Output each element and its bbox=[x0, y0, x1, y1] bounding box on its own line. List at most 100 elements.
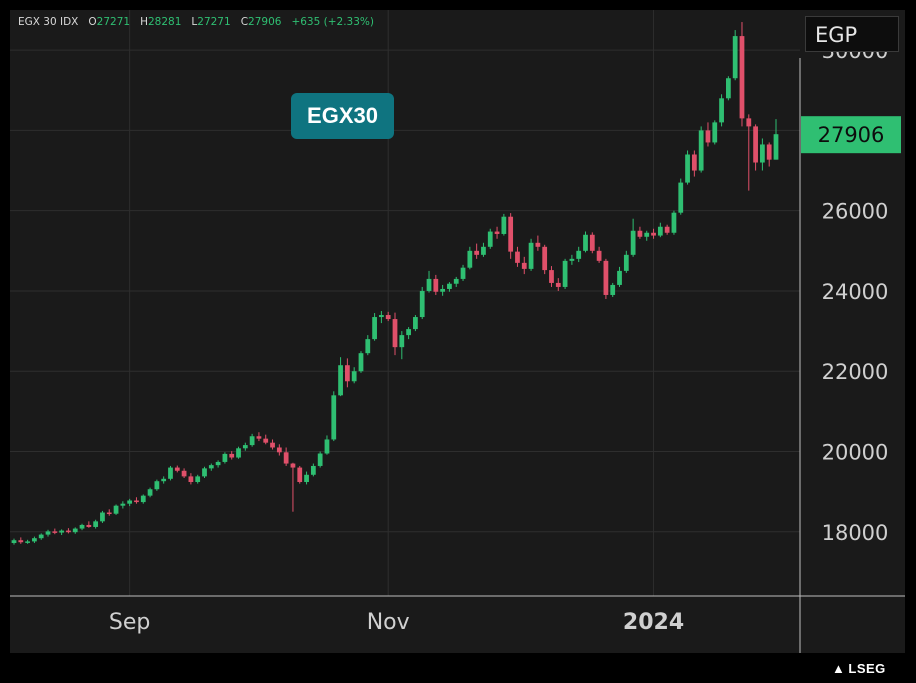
chart-frame: 18000200002200024000260002800030000SepNo… bbox=[10, 10, 905, 653]
last-price-marker bbox=[801, 116, 901, 154]
candle-body bbox=[208, 465, 214, 469]
candle-body bbox=[188, 476, 194, 483]
candle-body bbox=[739, 36, 745, 119]
candle-body bbox=[481, 246, 486, 255]
candle-body bbox=[589, 234, 595, 251]
candle-body bbox=[644, 232, 650, 237]
candle-body bbox=[168, 467, 173, 479]
candle-body bbox=[147, 489, 153, 496]
candle-body bbox=[549, 270, 554, 283]
candle-body bbox=[433, 278, 439, 292]
candle-body bbox=[685, 154, 690, 183]
candle-body bbox=[263, 438, 269, 443]
candle-body bbox=[426, 278, 432, 291]
candle-body bbox=[229, 453, 235, 458]
y-tick-label: 24000 bbox=[822, 280, 889, 304]
candle-body bbox=[79, 524, 85, 529]
candle-body bbox=[392, 319, 398, 348]
candle-body bbox=[290, 463, 296, 468]
candle-body bbox=[134, 500, 139, 503]
candle-body bbox=[338, 365, 343, 396]
candle-body bbox=[249, 436, 255, 446]
candle-body bbox=[344, 365, 350, 382]
candle-body bbox=[760, 144, 765, 163]
y-tick-label: 20000 bbox=[822, 441, 889, 465]
candle-body bbox=[508, 216, 514, 252]
candle-body bbox=[66, 530, 71, 533]
candle-body bbox=[317, 453, 323, 466]
candle-body bbox=[766, 144, 772, 160]
high-value: 28281 bbox=[147, 16, 182, 28]
candle-body bbox=[72, 528, 78, 533]
close-label: C bbox=[240, 16, 249, 28]
candle-body bbox=[515, 251, 520, 263]
candle-body bbox=[174, 467, 180, 471]
candle-body bbox=[202, 468, 207, 477]
candle-body bbox=[379, 315, 384, 318]
axes: 18000200002200024000260002800030000SepNo… bbox=[10, 39, 905, 653]
candle-body bbox=[276, 447, 282, 453]
candle-body bbox=[127, 500, 133, 504]
open-value: 27271 bbox=[96, 16, 131, 28]
candlestick-chart: 18000200002200024000260002800030000SepNo… bbox=[10, 10, 905, 653]
candle-body bbox=[270, 442, 275, 448]
x-tick-label: Nov bbox=[367, 610, 410, 635]
candle-body bbox=[372, 317, 377, 340]
lseg-logo-icon: ▲ bbox=[832, 661, 846, 676]
candle-body bbox=[732, 36, 738, 79]
candle-body bbox=[222, 453, 228, 462]
candle-body bbox=[413, 317, 418, 330]
candle-body bbox=[467, 250, 473, 268]
candle-body bbox=[501, 216, 507, 234]
candle-body bbox=[358, 353, 364, 372]
candle-body bbox=[52, 531, 58, 533]
ohlc-readout: EGX 30 IDX O27271 H28281 L27271 C27906 +… bbox=[18, 16, 374, 28]
candle-body bbox=[161, 478, 167, 482]
candle-body bbox=[460, 267, 466, 279]
candle-body bbox=[773, 134, 779, 160]
candle-body bbox=[38, 534, 44, 539]
candle-body bbox=[140, 495, 146, 503]
candle-body bbox=[576, 250, 582, 259]
candle-body bbox=[528, 242, 534, 269]
candle-body bbox=[583, 234, 588, 251]
candle-body bbox=[671, 212, 677, 233]
candle-body bbox=[18, 540, 24, 543]
candle-body bbox=[256, 436, 262, 439]
candle-body bbox=[154, 481, 160, 490]
candle-body bbox=[719, 98, 724, 123]
candle-body bbox=[32, 538, 37, 542]
low-label: L bbox=[191, 16, 198, 28]
candle-body bbox=[385, 315, 391, 320]
candle-body bbox=[746, 118, 752, 127]
candle-body bbox=[617, 270, 622, 285]
candle-body bbox=[59, 530, 65, 533]
last-price-label: 27906 bbox=[818, 123, 885, 147]
candle-body bbox=[562, 260, 568, 287]
candle-body bbox=[698, 130, 704, 171]
candle-body bbox=[195, 476, 201, 483]
candle-body bbox=[487, 231, 493, 247]
brand-logo: ▲ LSEG bbox=[832, 661, 886, 676]
candle-body bbox=[494, 231, 500, 234]
y-tick-label: 26000 bbox=[822, 200, 889, 224]
candle-body bbox=[521, 262, 527, 269]
open-label: O bbox=[88, 16, 97, 28]
candle-body bbox=[712, 122, 718, 143]
close-value: 27906 bbox=[248, 16, 282, 28]
candle-body bbox=[406, 329, 411, 336]
x-tick-label: 2024 bbox=[623, 610, 684, 635]
candle-body bbox=[651, 232, 656, 236]
candle-body bbox=[569, 258, 575, 261]
grid-lines bbox=[10, 10, 800, 596]
candle-body bbox=[542, 246, 548, 271]
candle-body bbox=[93, 521, 99, 527]
y-tick-label: 22000 bbox=[822, 360, 889, 384]
candle-body bbox=[725, 78, 731, 99]
change-value: +635 (+2.33%) bbox=[291, 16, 374, 28]
x-tick-label: Sep bbox=[109, 610, 150, 635]
candle-body bbox=[705, 130, 711, 143]
candle-body bbox=[623, 254, 629, 271]
candle-body bbox=[100, 512, 105, 522]
ticker-label: EGX 30 IDX bbox=[18, 16, 79, 28]
